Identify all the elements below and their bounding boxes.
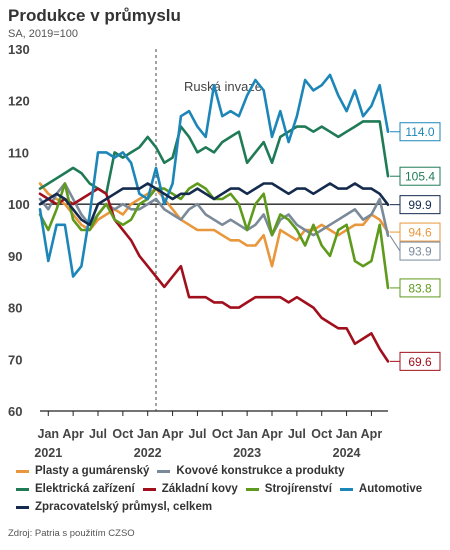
series-line <box>38 120 390 196</box>
y-tick-label: 90 <box>8 249 22 264</box>
legend-swatch <box>142 487 156 491</box>
legend-item: Strojírenství <box>245 480 332 498</box>
end-label: 114.0 <box>405 125 434 139</box>
end-label: 94.6 <box>408 226 432 240</box>
end-label: 105.4 <box>405 170 435 184</box>
end-label-box <box>399 278 441 298</box>
end-label-box <box>399 241 441 261</box>
y-tick-label: 130 <box>8 42 30 57</box>
x-tick-label: Oct <box>112 427 134 441</box>
x-tick-label: Jul <box>188 427 206 441</box>
legend-item: Základní kovy <box>142 480 238 498</box>
end-label: 99.9 <box>408 198 432 212</box>
legend-swatch <box>339 487 353 491</box>
legend-item: Automotive <box>339 480 423 498</box>
legend-swatch <box>157 469 171 473</box>
legend-label: Automotive <box>358 483 423 495</box>
series-line <box>38 73 390 278</box>
legend-label: Plasty a gumárenský <box>35 465 150 477</box>
legend-item: Elektrická zařízení <box>16 480 135 498</box>
end-label-box <box>399 195 441 215</box>
legend-label: Základní kovy <box>161 483 238 495</box>
x-year-label: 2021 <box>34 446 62 460</box>
x-tick-label: Jan <box>336 427 358 441</box>
y-tick-label: 80 <box>8 301 22 316</box>
end-label: 93.9 <box>408 245 432 259</box>
x-tick-label: Jul <box>89 427 107 441</box>
source-note: Zdroj: Patria s použitím CZSO <box>8 528 135 539</box>
end-label-leader <box>389 235 401 252</box>
series-line <box>38 182 390 227</box>
series-line <box>38 182 390 268</box>
end-label-box <box>399 351 441 371</box>
end-label: 69.6 <box>408 355 432 369</box>
series-line <box>38 187 390 363</box>
y-tick-label: 110 <box>8 145 29 160</box>
chart-subtitle: SA, 2019=100 <box>8 28 79 40</box>
x-year-label: 2023 <box>233 446 261 460</box>
x-tick-label: Apr <box>162 427 184 441</box>
y-tick-label: 100 <box>8 197 30 212</box>
x-tick-label: Jul <box>288 427 306 441</box>
legend-label: Kovové konstrukce a produkty <box>176 465 345 477</box>
y-tick-label: 60 <box>8 404 22 419</box>
legend-label: Elektrická zařízení <box>35 483 135 495</box>
legend-swatch <box>16 487 29 491</box>
x-tick-label: Oct <box>212 427 234 441</box>
legend-item: Zpracovatelský průmysl, celkem <box>16 498 212 516</box>
y-tick-label: 70 <box>8 352 22 367</box>
end-label-box <box>399 166 441 186</box>
x-tick-label: Oct <box>311 427 333 441</box>
end-label-box <box>399 122 441 142</box>
legend-swatch <box>16 505 29 509</box>
series-lines <box>38 73 390 363</box>
chart-title: Produkce v průmyslu <box>8 6 181 25</box>
x-tick-label: Apr <box>361 427 383 441</box>
x-year-label: 2022 <box>134 446 162 460</box>
invasion-annotation: Ruská invaze <box>184 79 262 94</box>
end-label: 83.8 <box>408 281 432 295</box>
y-tick-label: 120 <box>8 94 30 109</box>
x-tick-label: Jan <box>236 427 258 441</box>
x-tick-label: Apr <box>62 427 84 441</box>
x-tick-label: Jan <box>137 427 159 441</box>
legend-swatch <box>245 487 259 491</box>
legend-label: Strojírenství <box>264 483 332 495</box>
end-labels: 94.6 93.9 105.4 69.6 83.8 114.0 99.9 <box>389 122 441 371</box>
legend: Plasty a gumárenský Kovové konstrukce a p… <box>16 462 446 516</box>
x-tick-label: Apr <box>261 427 283 441</box>
legend-swatch <box>16 469 29 473</box>
legend-item: Plasty a gumárenský <box>16 462 149 480</box>
end-label-box <box>399 222 441 242</box>
legend-label: Zpracovatelský průmysl, celkem <box>35 501 213 513</box>
legend-item: Kovové konstrukce a produkty <box>157 462 345 480</box>
x-tick-label: Jan <box>38 427 60 441</box>
x-year-label: 2024 <box>333 446 361 460</box>
